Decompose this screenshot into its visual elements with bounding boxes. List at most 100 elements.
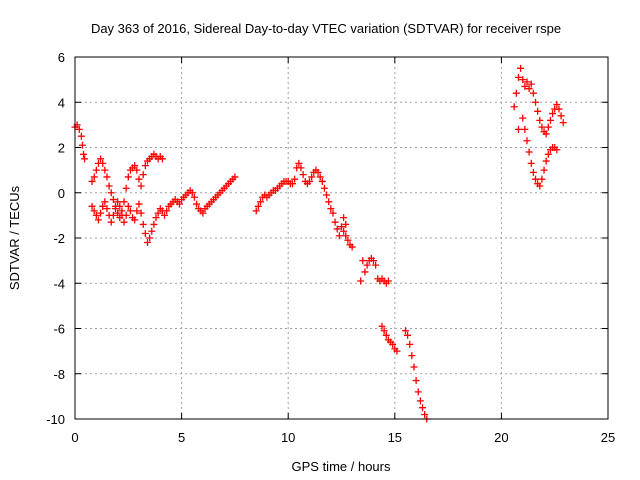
data-point <box>372 261 380 269</box>
data-point <box>512 89 520 97</box>
data-point <box>342 220 350 228</box>
data-point <box>124 173 132 181</box>
y-tick-label: -6 <box>53 322 65 337</box>
data-point <box>154 209 162 217</box>
data-point <box>544 123 552 131</box>
x-tick-label: 5 <box>178 430 185 445</box>
data-point <box>419 404 427 412</box>
data-point <box>193 200 201 208</box>
data-point <box>557 112 565 120</box>
data-point <box>112 205 120 213</box>
data-point <box>408 352 416 360</box>
data-point <box>361 268 369 276</box>
data-point <box>538 175 546 183</box>
data-point <box>546 116 554 124</box>
data-point <box>199 209 207 217</box>
data-point <box>103 205 111 213</box>
data-point <box>359 257 367 265</box>
data-point <box>538 123 546 131</box>
data-point <box>333 225 341 233</box>
data-point <box>523 137 531 145</box>
data-point <box>78 141 86 149</box>
data-point <box>148 227 156 235</box>
data-point <box>163 207 171 215</box>
data-point <box>308 173 316 181</box>
data-point <box>384 277 392 285</box>
data-points <box>71 64 567 423</box>
data-point <box>124 202 132 210</box>
grid-lines <box>75 57 608 419</box>
data-point <box>75 125 83 133</box>
y-tick-label: 2 <box>58 141 65 156</box>
data-point <box>401 327 409 335</box>
data-point <box>92 211 100 219</box>
data-point <box>103 173 111 181</box>
data-point <box>137 182 145 190</box>
data-point <box>152 214 160 222</box>
data-point <box>527 159 535 167</box>
data-point <box>519 114 527 122</box>
data-point <box>553 101 561 109</box>
data-point <box>519 76 527 84</box>
data-point <box>320 184 328 192</box>
data-point <box>325 198 333 206</box>
x-tick-label: 15 <box>388 430 402 445</box>
y-tick-label: -2 <box>53 231 65 246</box>
data-point <box>80 150 88 158</box>
data-point <box>521 125 529 133</box>
data-point <box>421 410 429 418</box>
data-point <box>327 205 335 213</box>
data-point <box>380 327 388 335</box>
data-point <box>99 159 107 167</box>
data-point <box>549 110 557 118</box>
data-point <box>252 207 260 215</box>
y-tick-label: 4 <box>58 95 65 110</box>
data-point <box>514 73 522 81</box>
data-point <box>412 377 420 385</box>
data-point <box>316 173 324 181</box>
data-point <box>135 175 143 183</box>
data-point <box>107 218 115 226</box>
y-tick-label: 0 <box>58 186 65 201</box>
data-point <box>534 107 542 115</box>
data-point <box>146 234 154 242</box>
data-point <box>114 209 122 217</box>
x-tick-label: 25 <box>601 430 615 445</box>
data-point <box>122 211 130 219</box>
data-point <box>291 175 299 183</box>
data-point <box>559 119 567 127</box>
data-point <box>126 207 134 215</box>
data-point <box>348 243 356 251</box>
data-point <box>523 78 531 86</box>
data-point <box>161 211 169 219</box>
data-point <box>81 155 89 163</box>
y-tick-label: -10 <box>46 412 65 427</box>
data-point <box>133 207 141 215</box>
data-point <box>542 130 550 138</box>
data-point <box>101 198 109 206</box>
data-point <box>393 347 401 355</box>
data-point <box>555 105 563 113</box>
data-point <box>335 232 343 240</box>
data-point <box>131 216 139 224</box>
data-point <box>135 200 143 208</box>
data-point <box>314 168 322 176</box>
data-point <box>521 82 529 90</box>
data-point <box>389 340 397 348</box>
data-point <box>105 182 113 190</box>
data-point <box>542 157 550 165</box>
data-point <box>338 223 345 231</box>
data-point <box>410 363 418 371</box>
data-point <box>414 388 422 396</box>
data-point <box>97 155 105 163</box>
data-point <box>331 218 339 226</box>
data-point <box>536 116 544 124</box>
data-point <box>90 173 98 181</box>
data-point <box>544 150 552 158</box>
data-point <box>536 182 544 190</box>
data-point <box>77 132 85 140</box>
data-point <box>378 322 386 330</box>
data-point <box>510 103 518 111</box>
data-point <box>299 171 307 179</box>
